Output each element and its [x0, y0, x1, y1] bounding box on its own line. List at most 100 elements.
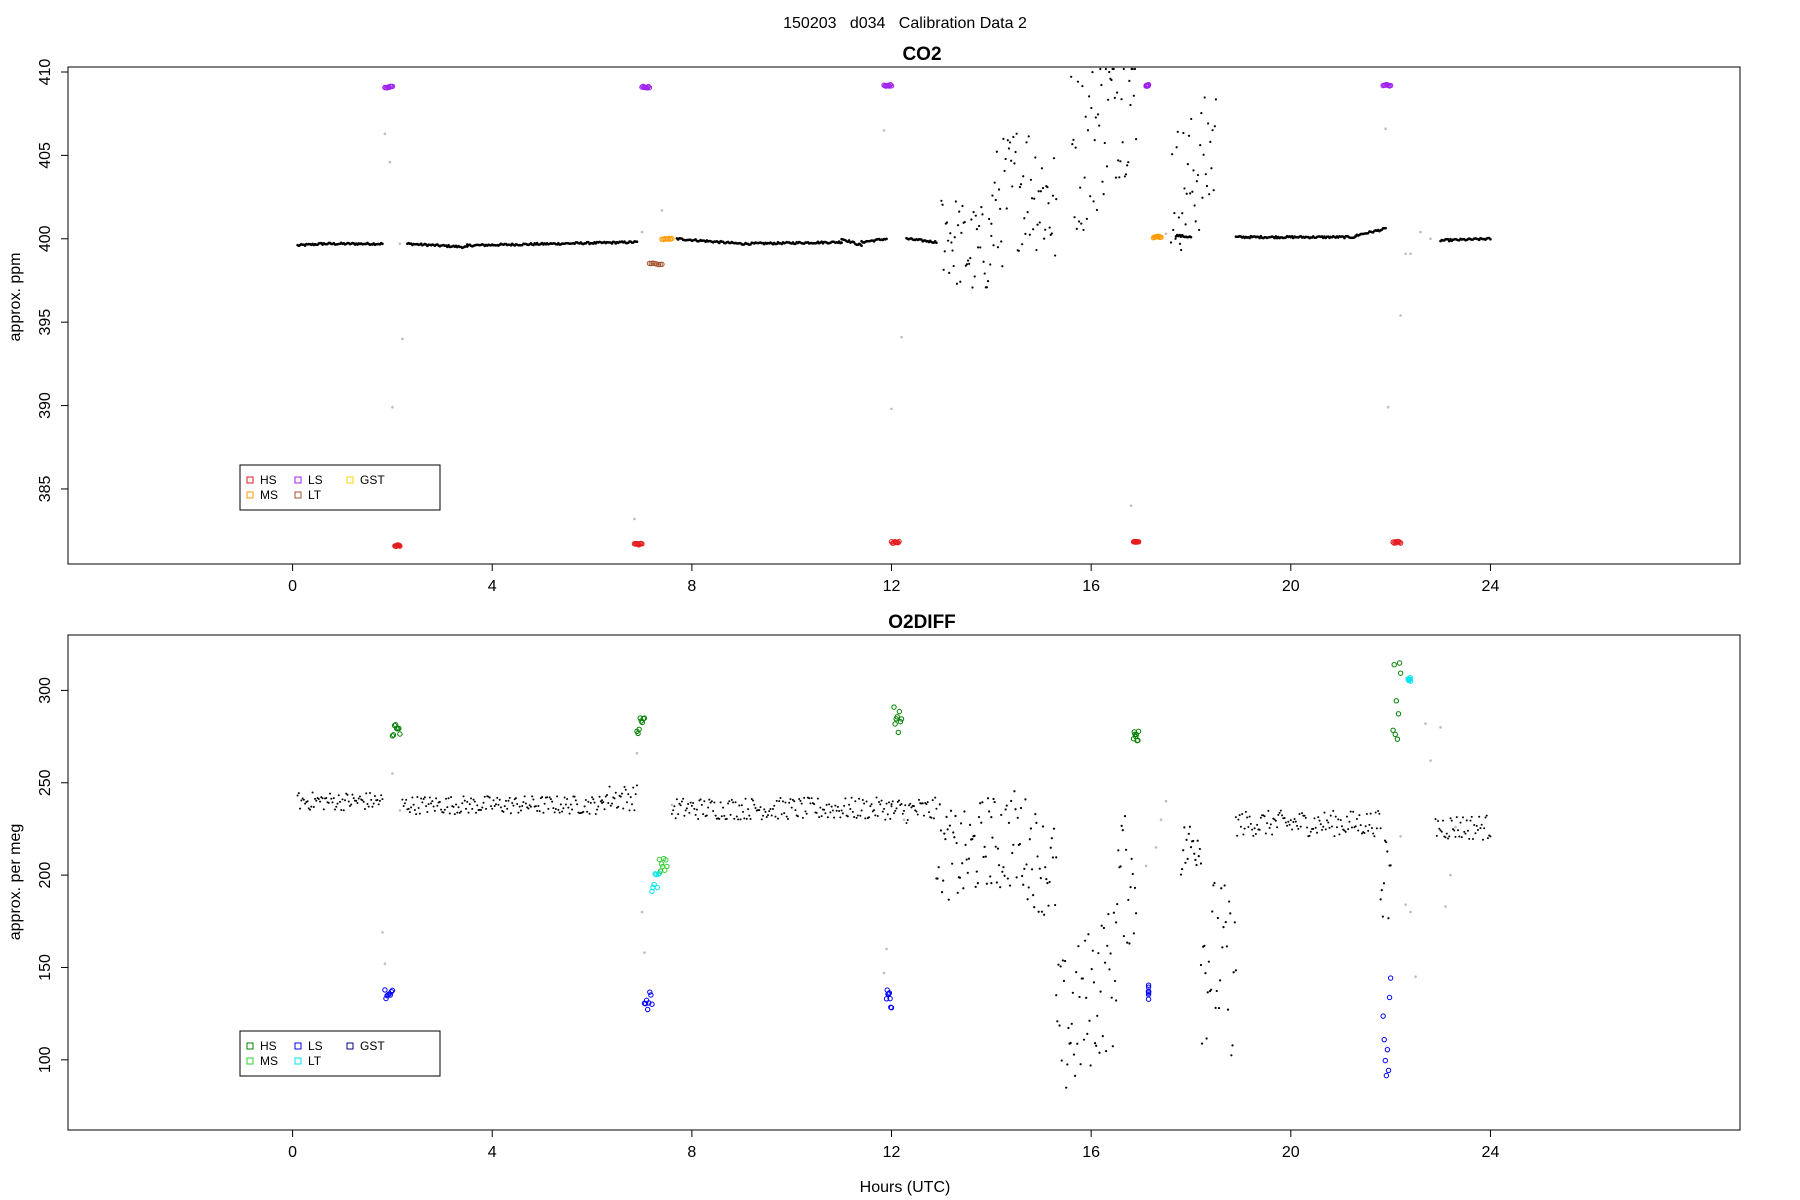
ambient-point — [1470, 815, 1473, 818]
ambient-point — [380, 794, 383, 797]
variable-point — [1186, 163, 1189, 166]
calibration-point-ls — [888, 83, 895, 89]
ambient-point — [586, 810, 589, 813]
flagged-point — [1429, 237, 1432, 241]
calibration-point-ls — [644, 1006, 651, 1013]
ambient-point — [765, 815, 768, 818]
ambient-point — [1365, 812, 1368, 815]
ambient-point — [700, 803, 703, 806]
variable-point — [1202, 153, 1205, 156]
variable-point — [948, 271, 951, 275]
ambient-point — [321, 797, 324, 800]
y-tick-label: 150 — [37, 954, 54, 981]
ambient-point — [694, 813, 697, 816]
variable-point — [1387, 917, 1390, 920]
x-tick-label: 12 — [883, 1144, 901, 1161]
ambient-point — [730, 798, 733, 801]
variable-point — [1025, 141, 1028, 144]
ambient-point — [1327, 821, 1330, 824]
ambient-point — [460, 810, 463, 813]
ambient-point — [858, 797, 861, 800]
ambient-point — [341, 798, 344, 801]
variable-point — [994, 198, 997, 202]
ambient-point — [907, 804, 910, 807]
ambient-point — [1445, 832, 1448, 835]
ambient-point — [733, 817, 736, 820]
ambient-point — [804, 810, 807, 813]
x-tick-label: 24 — [1482, 578, 1500, 595]
ambient-point — [1303, 814, 1306, 817]
variable-point — [1023, 217, 1026, 220]
ambient-point — [1339, 819, 1342, 822]
variable-point — [956, 224, 960, 227]
ambient-point — [514, 797, 517, 800]
ambient-point — [885, 802, 888, 805]
ambient-point — [1329, 814, 1332, 817]
variable-point — [1184, 861, 1187, 864]
ambient-point — [1489, 835, 1492, 838]
ambient-point — [910, 806, 913, 809]
ambient-point — [677, 813, 680, 816]
y-tick-label: 250 — [37, 769, 54, 796]
legend-label: HS — [260, 1039, 277, 1053]
ambient-point — [361, 799, 364, 802]
ambient-point — [623, 785, 626, 788]
ambient-point — [1297, 827, 1300, 830]
variable-point — [1128, 942, 1131, 945]
ambient-point — [588, 812, 591, 815]
variable-point — [971, 837, 974, 841]
variable-point — [1233, 921, 1236, 924]
ambient-point — [788, 801, 791, 804]
variable-point — [1072, 138, 1075, 141]
ambient-point — [753, 803, 756, 806]
variable-point — [1229, 912, 1232, 915]
x-tick-label: 20 — [1282, 1144, 1300, 1161]
ambient-point — [476, 804, 479, 807]
ambient-point — [1251, 828, 1254, 831]
variable-point — [1037, 910, 1040, 913]
variable-point — [1056, 1020, 1059, 1023]
variable-point — [1234, 969, 1238, 972]
variable-point — [973, 834, 976, 838]
ambient-point — [1476, 829, 1479, 832]
ambient-point — [438, 800, 441, 803]
ambient-point — [502, 810, 505, 813]
flagged-point — [1439, 726, 1442, 729]
variable-point — [955, 841, 958, 845]
variable-point — [1116, 903, 1119, 906]
variable-point — [1127, 161, 1130, 164]
ambient-point — [829, 811, 832, 814]
calibration-point-lt — [651, 881, 657, 888]
variable-point — [961, 862, 964, 865]
variable-point — [1232, 971, 1235, 974]
ambient-point — [893, 812, 896, 815]
ambient-point — [935, 807, 938, 810]
variable-point — [1120, 98, 1123, 101]
variable-point — [1179, 873, 1183, 876]
ambient-point — [482, 801, 485, 804]
ambient-point — [796, 815, 799, 818]
ambient-point — [783, 812, 786, 815]
flagged-point — [882, 129, 886, 132]
flagged-point — [381, 931, 384, 934]
variable-point — [1081, 977, 1084, 980]
y-tick-label: 400 — [37, 225, 54, 252]
ambient-point — [531, 795, 534, 798]
ambient-point — [435, 797, 438, 800]
variable-point — [1025, 863, 1028, 866]
ambient-point — [331, 801, 334, 804]
ambient-point — [859, 814, 862, 817]
ambient-point — [714, 814, 717, 817]
variable-point — [1026, 898, 1029, 901]
ambient-point — [828, 803, 831, 806]
ambient-point — [1243, 827, 1246, 830]
flagged-point — [391, 772, 394, 775]
ambient-point — [569, 803, 572, 806]
ambient-point — [556, 795, 559, 798]
variable-point — [976, 882, 979, 885]
ambient-point — [775, 799, 778, 802]
calibration-point-ls — [888, 1004, 895, 1011]
ambient-point — [1373, 835, 1376, 838]
variable-point — [982, 260, 985, 263]
ambient-point — [497, 803, 500, 806]
